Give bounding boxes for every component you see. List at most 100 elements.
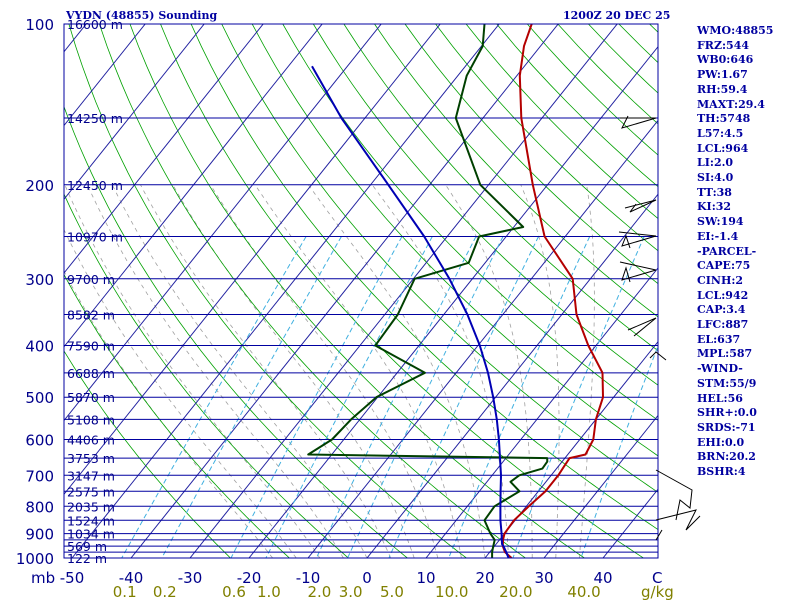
isotherm (484, 340, 658, 558)
dry-adiabats (64, 24, 658, 558)
height-label: 16600 m (67, 17, 123, 32)
temperature-tick-label: -10 (296, 569, 321, 587)
pressure-tick-label: 200 (25, 177, 54, 195)
height-label: 6688 m (67, 366, 115, 381)
height-labels: 16600 m 14250 m 12450 m 10970 m 9700 m 8582 m… (67, 17, 123, 566)
pressure-tick-label: 600 (25, 432, 54, 450)
index-item: EL:637 (697, 332, 741, 346)
dry-adiabat (190, 24, 658, 530)
temperature-tick-label: 10 (416, 569, 435, 587)
temperature-tick-label: 0 (362, 569, 372, 587)
mixing-ratio-tick-label: 20.0 (499, 583, 532, 600)
index-item: CAPE:75 (697, 259, 751, 273)
index-item: BSHR:4 (697, 465, 746, 479)
temperature-tick-label: -40 (119, 569, 144, 587)
index-item: LCL:964 (697, 141, 749, 155)
pressure-tick-label: 300 (25, 271, 54, 289)
mixing-ratio-tick-label: 5.0 (380, 583, 404, 600)
isotherm (64, 24, 264, 274)
wind-barb (655, 509, 701, 531)
moist-adiabat (371, 184, 509, 558)
index-item: MPL:587 (697, 347, 753, 361)
height-label: 9700 m (67, 272, 115, 287)
isotherm (366, 193, 658, 558)
temperature-tick-label: -30 (178, 569, 203, 587)
index-item: EI:-1.4 (697, 229, 739, 243)
isotherm (0, 24, 27, 558)
mixing-ratio-lines (121, 236, 658, 558)
mixing-ratio-tick-label: 2.0 (307, 583, 331, 600)
index-item: -PARCEL- (697, 244, 757, 258)
moist-adiabat (210, 184, 439, 558)
height-label: 1034 m (67, 527, 115, 542)
index-item: WMO:48855 (697, 24, 774, 37)
height-label: 4406 m (67, 433, 115, 448)
isotherm (64, 24, 382, 422)
moist-adiabat (172, 184, 415, 558)
pressure-tick-label: 400 (25, 338, 54, 356)
index-item: RH:59.4 (697, 82, 748, 96)
wind-barb (649, 351, 667, 361)
wind-barb (620, 115, 657, 129)
mixing-ratio-axis: 0.1 0.2 0.6 1.0 2.0 3.0 5.0 10.0 20.0 40.0 (113, 583, 601, 600)
temperature-tick-label: -20 (237, 569, 262, 587)
index-item: LI:2.0 (697, 156, 734, 170)
temperature-line (501, 24, 604, 558)
moist-adiabat (64, 184, 321, 558)
pressure-tick-label: 700 (25, 467, 54, 485)
mixing-ratio-line (448, 236, 591, 558)
height-label: 7590 m (67, 339, 115, 354)
moist-adiabat (579, 184, 595, 558)
index-item: TT:38 (697, 185, 732, 199)
index-item: HEL:56 (697, 391, 743, 405)
index-item: -WIND- (697, 362, 743, 376)
height-label: 5108 m (67, 412, 115, 427)
mixing-ratio-unit-label: g/kg (641, 583, 674, 600)
index-item: TH:5748 (697, 112, 751, 126)
mixing-ratio-line (512, 236, 645, 558)
height-label: 2035 m (67, 499, 115, 514)
wind-barb (619, 261, 657, 283)
isotherm (307, 119, 658, 558)
height-label: 14250 m (67, 111, 123, 126)
mixing-ratio-tick-label: 0.1 (113, 583, 137, 600)
moist-adiabat (520, 184, 560, 558)
index-item: WB0:646 (697, 53, 754, 67)
wind-barbs (618, 115, 701, 541)
mixing-ratio-tick-label: 1.0 (257, 583, 281, 600)
index-item: SRDS:-71 (697, 420, 756, 434)
temperature-tick-label: 30 (534, 569, 553, 587)
sounding-traces (307, 24, 604, 558)
mixing-ratio-line (347, 236, 504, 558)
mixing-ratio-line (580, 344, 658, 558)
temperature-axis: -50 -40 -30 -20 -10 0 10 20 30 40 (60, 569, 613, 587)
index-item: CINH:2 (697, 273, 744, 287)
pressure-tick-label: 100 (25, 16, 54, 34)
moist-adiabat (86, 184, 344, 558)
isotherm (248, 45, 658, 558)
index-item: SHR+:0.0 (697, 406, 757, 420)
index-item: PW:1.67 (697, 68, 748, 82)
dry-adiabat (221, 24, 658, 493)
isotherm (64, 24, 205, 201)
index-item: LFC:887 (697, 318, 749, 332)
pressure-tick-label: 800 (25, 498, 54, 516)
index-item: SI:4.0 (697, 171, 734, 185)
isotherm (64, 24, 323, 348)
isotherm (71, 24, 500, 558)
mixing-ratio-tick-label: 0.6 (222, 583, 246, 600)
index-item: STM:55/9 (697, 376, 757, 390)
temperature-tick-label: 40 (593, 569, 612, 587)
height-label: 569 m (67, 539, 107, 554)
dry-adiabat (99, 24, 526, 558)
pressure-tick-label: 500 (25, 389, 54, 407)
isotherm (64, 24, 441, 496)
height-label: 12450 m (67, 178, 123, 193)
height-label: 122 m (67, 551, 107, 566)
index-item: KI:32 (697, 200, 732, 214)
mixing-ratio-line (121, 236, 307, 558)
mixing-ratio-line (230, 236, 403, 558)
isotherm (543, 414, 658, 558)
temperature-unit-label: C (652, 569, 662, 587)
